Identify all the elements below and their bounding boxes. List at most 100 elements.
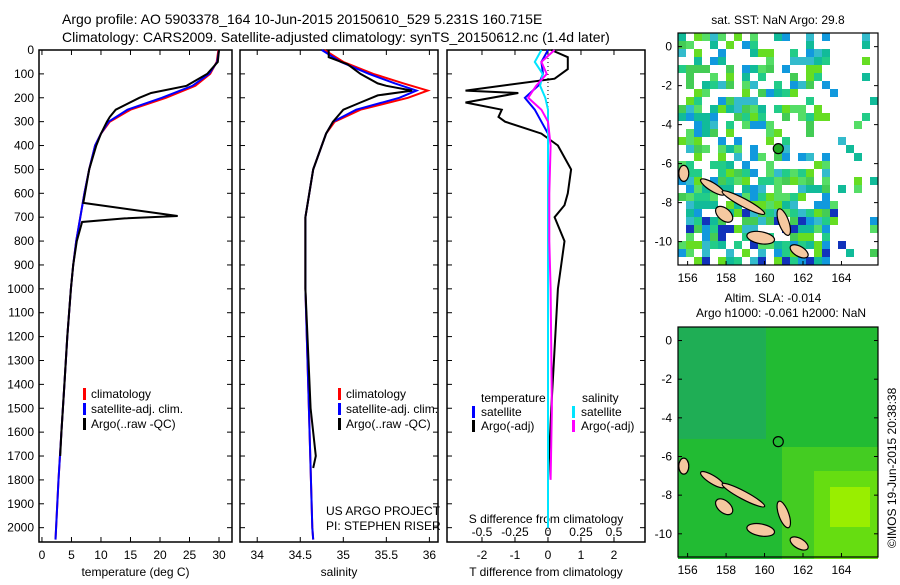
sst-cell <box>686 249 694 257</box>
y-tick-label: 0 <box>27 43 34 57</box>
sla-cell <box>718 535 726 543</box>
sla-cell <box>710 503 718 511</box>
sla-cell <box>806 519 814 527</box>
sst-cell <box>742 217 750 225</box>
sst-cell <box>782 137 790 145</box>
sst-cell <box>750 193 758 201</box>
sla-cell <box>686 527 694 535</box>
y-tick-label: 600 <box>14 186 34 200</box>
sla-cell <box>854 455 862 463</box>
sla-cell <box>750 487 758 495</box>
sst-cell <box>790 73 798 81</box>
sla-cell <box>718 423 726 431</box>
sst-cell <box>718 137 726 145</box>
sla-cell <box>734 399 742 407</box>
sla-cell <box>726 399 734 407</box>
sla-cell <box>758 359 766 367</box>
sla-cell <box>742 543 750 551</box>
sla-cell <box>750 551 758 559</box>
sla-cell <box>694 431 702 439</box>
sla-cell <box>806 527 814 535</box>
sst-cell <box>742 97 750 105</box>
sla-cell <box>822 327 830 335</box>
sst-cell <box>678 241 686 249</box>
sla-cell <box>862 383 870 391</box>
sla-cell <box>734 439 742 447</box>
sst-cell <box>710 81 718 89</box>
sla-cell <box>702 431 710 439</box>
sst-cell <box>710 41 718 49</box>
sla-cell <box>838 503 846 511</box>
sla-cell <box>742 415 750 423</box>
s-tick-label: -0.5 <box>472 525 493 539</box>
sst-cell <box>798 153 806 161</box>
sla-cell <box>814 399 822 407</box>
sla-cell <box>806 351 814 359</box>
sla-cell <box>686 455 694 463</box>
sst-cell <box>750 97 758 105</box>
sla-cell <box>774 423 782 431</box>
sla-cell <box>742 383 750 391</box>
sla-cell <box>774 391 782 399</box>
sst-cell <box>766 209 774 217</box>
sla-cell <box>782 527 790 535</box>
sla-cell <box>742 471 750 479</box>
annotation-pi: PI: STEPHEN RISER <box>326 519 441 533</box>
sla-cell <box>702 423 710 431</box>
sst-cell <box>710 201 718 209</box>
sst-cell <box>734 209 742 217</box>
sst-cell <box>678 137 686 145</box>
sla-cell <box>758 351 766 359</box>
sla-cell <box>774 463 782 471</box>
sst-cell <box>718 105 726 113</box>
sst-cell <box>718 225 726 233</box>
sst-cell <box>702 193 710 201</box>
sla-cell <box>734 495 742 503</box>
sst-cell <box>806 209 814 217</box>
sla-cell <box>798 471 806 479</box>
sla-cell <box>718 471 726 479</box>
sla-cell <box>694 327 702 335</box>
sla-cell <box>766 343 774 351</box>
sst-cell <box>790 169 798 177</box>
sla-cell <box>750 471 758 479</box>
sla-cell <box>798 375 806 383</box>
sst-cell <box>726 257 734 265</box>
sst-cell <box>718 233 726 241</box>
sla-cell <box>686 439 694 447</box>
sla-cell <box>830 479 838 487</box>
salinity-panel: 34 34.5 35 35.5 36 salinity climatologysatelli… <box>239 49 441 579</box>
sst-cell <box>750 33 758 41</box>
sla-cell <box>766 399 774 407</box>
sla-cell <box>718 551 726 559</box>
sla-cell <box>710 543 718 551</box>
sst-cell <box>734 105 742 113</box>
sla-cell <box>758 391 766 399</box>
sst-cell <box>782 249 790 257</box>
legend-swatch <box>83 403 86 415</box>
sst-cell <box>694 241 702 249</box>
sla-cell <box>766 511 774 519</box>
sla-cell <box>782 543 790 551</box>
sla-cell <box>718 335 726 343</box>
sla-cell <box>694 359 702 367</box>
sla-cell <box>758 383 766 391</box>
sst-cell <box>870 217 878 225</box>
sst-cell <box>702 129 710 137</box>
sla-cell <box>710 407 718 415</box>
sla-cell <box>814 495 822 503</box>
sla-cell <box>766 367 774 375</box>
sla-cell <box>798 495 806 503</box>
sla-cell <box>830 335 838 343</box>
sla-cell <box>702 535 710 543</box>
sla-cell <box>862 527 870 535</box>
sla-cell <box>766 447 774 455</box>
sst-cell <box>846 145 854 153</box>
sst-cell <box>694 97 702 105</box>
sla-cell <box>814 415 822 423</box>
sla-cell <box>854 471 862 479</box>
sla-cell <box>774 383 782 391</box>
sla-cell <box>686 463 694 471</box>
sla-cell <box>838 535 846 543</box>
sla-cell <box>830 399 838 407</box>
